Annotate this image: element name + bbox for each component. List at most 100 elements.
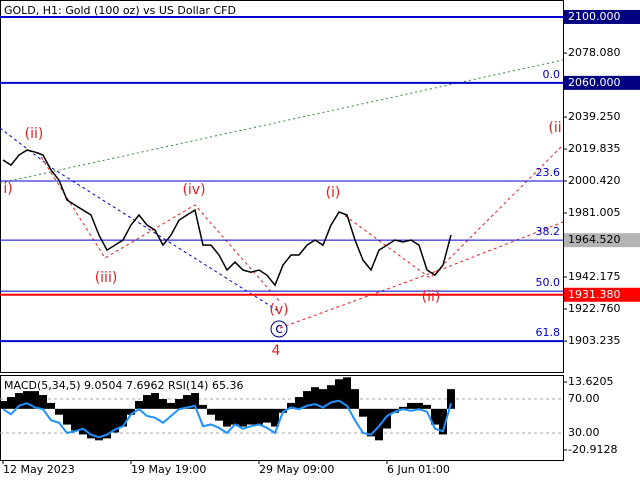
macd-bar (23, 391, 31, 409)
macd-bar (127, 408, 135, 415)
x-tick-label: 6 Jun 01:00 (387, 463, 450, 476)
x-tick-label: 29 May 09:00 (259, 463, 334, 476)
indicator-frame (0, 375, 564, 461)
macd-bar (207, 408, 215, 415)
y-tick-label: 13.6205 (568, 375, 614, 388)
macd-bar (39, 395, 47, 409)
macd-bar (103, 408, 111, 439)
chart-title: GOLD, H1: Gold (100 oz) vs US Dollar CFD (4, 4, 236, 17)
macd-bar (135, 400, 143, 409)
price-box (564, 9, 640, 24)
macd-bar (415, 402, 423, 409)
wave-lines (0, 59, 564, 338)
macd-bar (47, 402, 55, 409)
macd-bar (231, 408, 239, 425)
wave-label: (ii) (25, 126, 44, 142)
channel-line (0, 127, 53, 169)
wave-line (37, 151, 281, 303)
macd-bar (191, 393, 199, 409)
wave-label: (iii) (95, 270, 118, 286)
macd-bar (15, 393, 23, 409)
macd-bar (287, 402, 295, 409)
wave-line (279, 221, 564, 329)
macd-bar (255, 408, 263, 425)
y-tick-label: 1903.235 (568, 334, 621, 347)
wave-label: i) (3, 181, 12, 197)
y-tick-label: 1981.005 (568, 206, 621, 219)
trend-line (0, 59, 564, 184)
price-box (564, 287, 640, 302)
macd-bar (151, 393, 159, 409)
wave-label: (ii) (422, 289, 441, 305)
macd-bar (111, 408, 119, 433)
macd-bar (319, 389, 327, 409)
y-tick-label: 2039.250 (568, 110, 621, 123)
macd-bar (199, 404, 207, 409)
macd-bar (63, 408, 71, 425)
macd-bar (271, 408, 279, 427)
wave-label: 4 (272, 343, 281, 359)
macd-bar (335, 379, 343, 409)
macd-bar (223, 408, 231, 427)
indicator-title: MACD(5,34,5) 9.0504 7.6962 RSI(14) 65.36 (4, 379, 243, 392)
macd-bar (343, 377, 351, 409)
macd-bar (351, 389, 359, 409)
fib-label: 23.6 (536, 166, 561, 179)
price-line (2, 149, 452, 287)
wave-line (339, 144, 564, 279)
main-frame (0, 0, 564, 373)
macd-bar (119, 408, 127, 427)
macd-bar (215, 408, 223, 421)
y-tick-label: 2100.000 (568, 10, 621, 23)
macd-bar (447, 389, 455, 409)
macd-bar (159, 398, 167, 409)
rsi-line (2, 399, 452, 439)
macd-bar (263, 408, 271, 423)
macd-bar (367, 408, 375, 437)
macd-bar (327, 385, 335, 409)
macd-bar (407, 402, 415, 409)
macd-bar (247, 408, 255, 425)
y2-tick-label: 30.00 (568, 426, 600, 439)
macd-bar (71, 408, 79, 431)
wave-label: (iv) (182, 182, 205, 198)
macd-bar (0, 400, 7, 409)
wave-label: (v) (269, 302, 288, 318)
y-tick-label: 1922.760 (568, 302, 621, 315)
x-tick-label: 19 May 19:00 (131, 463, 206, 476)
macd-bar (359, 408, 367, 417)
macd-bar (423, 404, 431, 409)
wave-label: (ii (548, 120, 561, 136)
macd-bar (383, 408, 391, 429)
macd-bar (239, 408, 247, 427)
macd-bar (95, 408, 103, 441)
y-tick-label: 1942.175 (568, 270, 621, 283)
fib-label: 61.8 (536, 326, 561, 339)
y-tick-label: 2078.080 (568, 46, 621, 59)
macd-bar (311, 387, 319, 409)
y-tick-label: 1964.520 (568, 233, 621, 246)
y-tick-label: 2060.000 (568, 76, 621, 89)
macd-bar (431, 408, 439, 425)
x-tick-label: 12 May 2023 (3, 463, 75, 476)
macd-bar (31, 391, 39, 409)
macd-bar (183, 395, 191, 409)
fib-label: 0.0 (543, 68, 561, 81)
macd-bar (143, 395, 151, 409)
fib-label: 38.2 (536, 225, 561, 238)
macd-bar (55, 408, 63, 415)
macd-bar (303, 391, 311, 409)
macd-bar (399, 406, 407, 409)
macd-bar (167, 402, 175, 409)
macd-bar (79, 408, 87, 435)
y2-tick-label: 70.00 (568, 392, 600, 405)
wave-circle (270, 320, 288, 338)
macd-bar (7, 397, 15, 409)
price-box (564, 75, 640, 90)
y-tick-label: 2019.835 (568, 142, 621, 155)
y-tick-label: -20.9128 (568, 443, 617, 456)
price-box (564, 233, 640, 248)
wave-label: c (275, 321, 283, 337)
macd-bar (295, 397, 303, 409)
